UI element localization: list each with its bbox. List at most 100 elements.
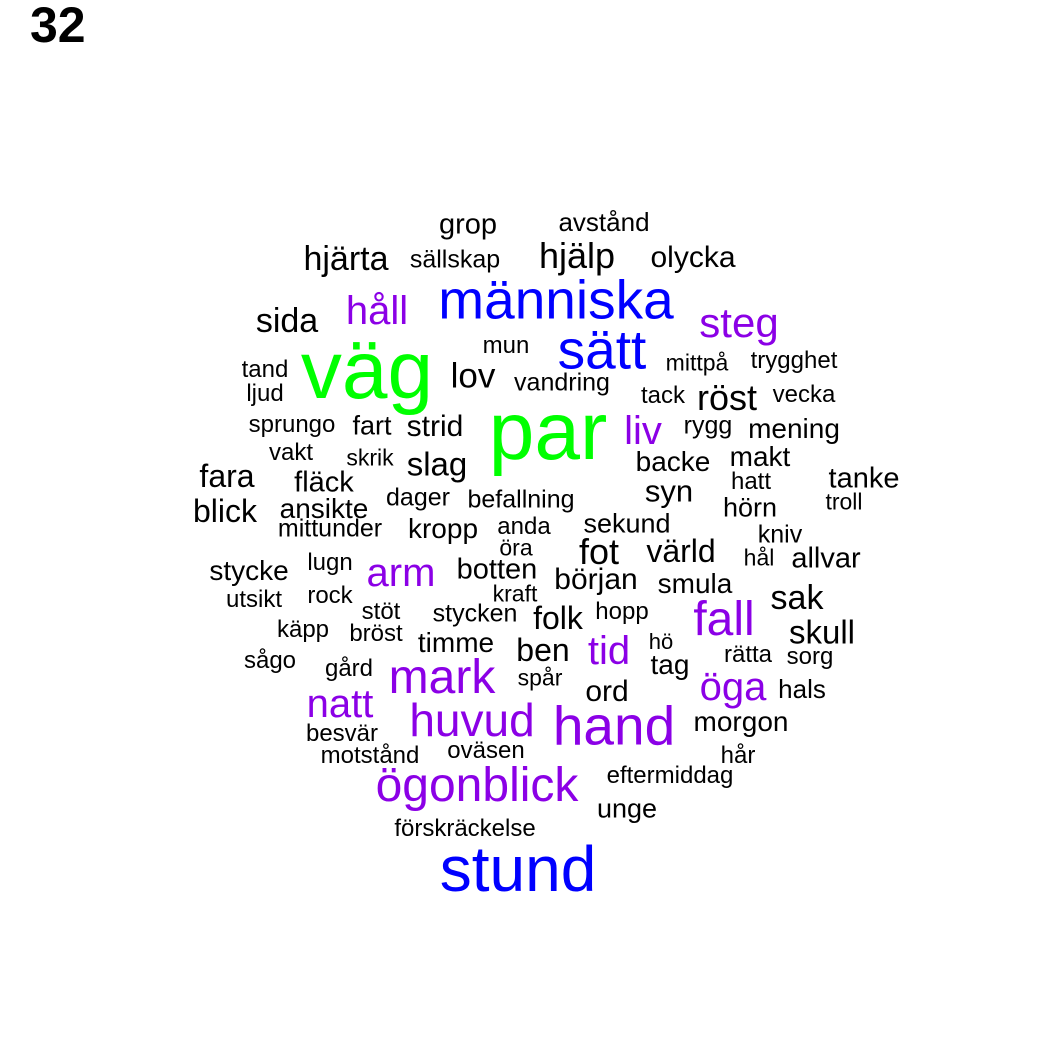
cloud-word: fara <box>199 458 255 494</box>
cloud-word: hjärta <box>303 240 389 278</box>
cloud-word: par <box>488 386 608 477</box>
page-number: 32 <box>30 0 86 53</box>
cloud-word: fot <box>578 531 620 572</box>
cloud-word: smula <box>657 568 733 599</box>
cloud-word: hörn <box>722 492 778 523</box>
cloud-word: fart <box>352 410 392 441</box>
cloud-word: väg <box>300 325 434 416</box>
cloud-word: fläck <box>294 466 354 499</box>
cloud-word: vakt <box>268 439 314 466</box>
cloud-word: slag <box>406 445 468 483</box>
cloud-word: backe <box>635 446 711 477</box>
cloud-word: oväsen <box>447 737 525 764</box>
cloud-word: kniv <box>757 520 803 549</box>
cloud-word: stöt <box>361 598 401 625</box>
cloud-word: lugn <box>307 549 353 576</box>
cloud-word: ögonblick <box>375 759 579 812</box>
cloud-word: sorg <box>786 643 834 670</box>
cloud-word: sprungo <box>248 411 336 438</box>
cloud-word: vandring <box>514 368 610 397</box>
cloud-word: sågo <box>243 647 297 674</box>
cloud-word: anda <box>497 513 551 540</box>
cloud-word: tand <box>241 356 289 383</box>
cloud-word: hår <box>720 742 756 769</box>
cloud-word: blick <box>192 493 258 529</box>
cloud-word: syn <box>644 473 694 509</box>
cloud-word: hals <box>778 674 826 704</box>
cloud-word: hopp <box>595 598 649 625</box>
cloud-word: sekund <box>583 508 671 539</box>
cloud-word: ord <box>585 675 629 708</box>
cloud-word: mening <box>748 413 840 444</box>
cloud-word: hål <box>743 544 775 571</box>
cloud-word: stycken <box>432 599 518 628</box>
cloud-word: besvär <box>305 720 379 747</box>
cloud-word: grop <box>438 208 498 241</box>
cloud-word: röst <box>696 377 758 418</box>
cloud-word: huvud <box>409 694 535 746</box>
cloud-word: lov <box>450 356 496 396</box>
cloud-word: morgon <box>693 706 789 737</box>
cloud-word: stycke <box>209 555 289 586</box>
cloud-word: rygg <box>683 411 733 440</box>
cloud-word: folk <box>533 600 583 636</box>
cloud-word: kropp <box>407 513 479 544</box>
cloud-word: förskräckelse <box>394 815 536 842</box>
cloud-word: tack <box>640 382 686 409</box>
cloud-word: sällskap <box>409 245 501 274</box>
cloud-word: mittpå <box>665 349 729 376</box>
cloud-word: troll <box>825 488 863 515</box>
cloud-word: trygghet <box>750 347 838 374</box>
cloud-word: allvar <box>791 542 861 575</box>
cloud-word: motstånd <box>320 742 420 769</box>
cloud-word: ljud <box>246 380 284 407</box>
cloud-word: fall <box>693 593 755 646</box>
cloud-word: sida <box>255 302 319 340</box>
cloud-word: människa <box>438 268 674 331</box>
cloud-word: vecka <box>772 381 836 408</box>
cloud-word: steg <box>699 299 779 346</box>
cloud-word: ansikte <box>279 493 369 524</box>
cloud-word: avstånd <box>558 207 650 237</box>
cloud-word: timme <box>417 627 495 658</box>
cloud-word: eftermiddag <box>606 762 734 789</box>
cloud-word: hjälp <box>538 235 616 276</box>
cloud-word: mittunder <box>277 514 383 543</box>
cloud-word: början <box>554 563 638 596</box>
cloud-word: liv <box>624 409 662 453</box>
cloud-word: strid <box>406 410 464 443</box>
cloud-word: natt <box>306 682 374 726</box>
cloud-word: mun <box>482 332 530 359</box>
cloud-word: kraft <box>492 580 538 607</box>
cloud-word: arm <box>366 551 436 595</box>
cloud-word: hatt <box>730 468 772 495</box>
cloud-word: mark <box>388 651 496 704</box>
cloud-word: utsikt <box>225 586 283 613</box>
cloud-word: tanke <box>828 462 900 495</box>
cloud-word: käpp <box>276 616 330 643</box>
cloud-word: dager <box>386 483 450 512</box>
cloud-word: hö <box>648 629 674 654</box>
cloud-word: sak <box>770 579 824 617</box>
cloud-word: bröst <box>349 620 403 647</box>
cloud-word: tag <box>650 649 690 680</box>
cloud-word: tid <box>587 629 631 673</box>
cloud-word: gård <box>324 655 374 682</box>
cloud-word: olycka <box>650 241 736 274</box>
cloud-word: rätta <box>723 641 773 668</box>
cloud-word: håll <box>345 289 409 333</box>
cloud-word: hand <box>552 694 676 757</box>
cloud-word: botten <box>456 553 538 586</box>
cloud-word: skrik <box>346 444 394 471</box>
cloud-word: befallning <box>467 485 575 514</box>
cloud-word: öra <box>499 534 533 561</box>
cloud-word: sätt <box>557 318 647 381</box>
cloud-word: unge <box>596 793 658 824</box>
cloud-word: öga <box>699 665 767 709</box>
cloud-word: ben <box>516 632 570 668</box>
cloud-word: rock <box>307 582 353 609</box>
cloud-word: spår <box>517 664 563 691</box>
cloud-word: makt <box>729 441 791 472</box>
cloud-word: stund <box>439 833 597 905</box>
